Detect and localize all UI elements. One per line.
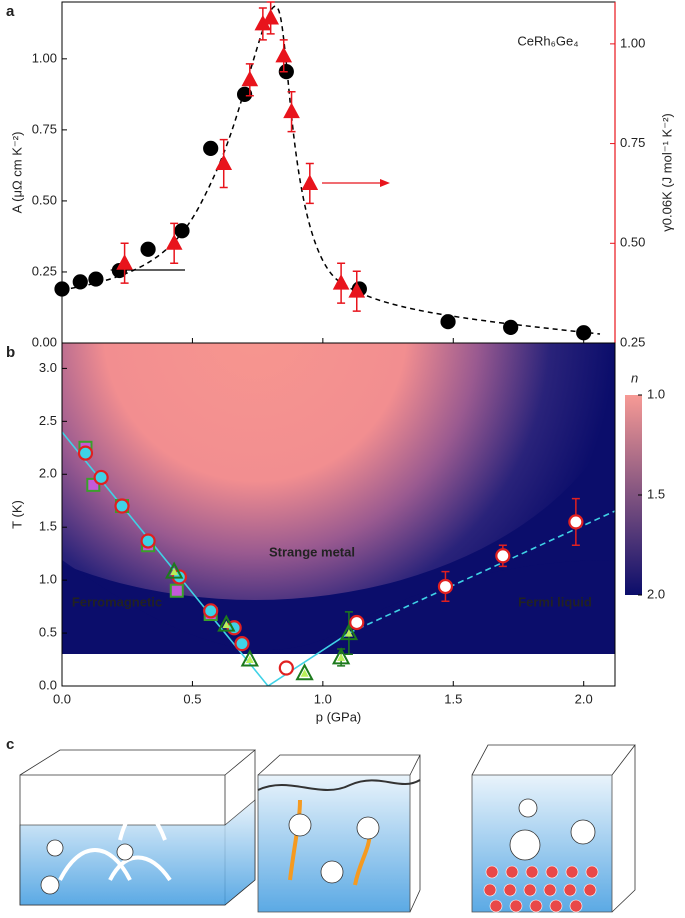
point xyxy=(349,614,365,631)
point xyxy=(116,254,133,270)
point xyxy=(348,282,366,298)
y2-tick-label: 0.75 xyxy=(620,135,645,150)
point xyxy=(437,578,454,595)
point xyxy=(332,274,350,290)
point xyxy=(440,314,456,330)
y-axis-label: T (K) xyxy=(9,500,24,529)
colorbar-tick-label: 2.0 xyxy=(647,586,665,601)
point xyxy=(568,514,584,530)
point xyxy=(339,622,359,641)
cartoon-1 xyxy=(19,749,257,906)
point xyxy=(140,533,156,549)
y2-tick-label: 0.25 xyxy=(620,334,645,349)
point-inner xyxy=(245,655,254,664)
point xyxy=(72,274,88,290)
panel-label: b xyxy=(6,344,15,361)
y-axis-label: A (μΩ cm K⁻²) xyxy=(9,132,24,214)
point xyxy=(140,241,156,257)
x-axis-label: p (GPa) xyxy=(316,709,362,724)
point xyxy=(165,234,183,250)
point-inner xyxy=(337,653,346,661)
colorbar-tick-label: 1.5 xyxy=(647,486,665,501)
annotation: CeRh₆Ge₄ xyxy=(517,33,578,48)
annotation: Fermi liquid xyxy=(518,594,592,609)
y-tick-label: 2.0 xyxy=(39,466,57,481)
x-tick-label: 2.0 xyxy=(575,691,593,706)
point xyxy=(93,469,109,486)
point xyxy=(114,498,130,514)
colorbar-tick-label: 1.0 xyxy=(647,386,665,401)
point xyxy=(234,636,250,652)
cartoon-2 xyxy=(257,754,421,913)
cartoon-3 xyxy=(471,744,636,913)
annotation: Ferromagnetic xyxy=(72,594,162,609)
y-tick-label: 0.75 xyxy=(32,121,57,136)
point-inner xyxy=(222,620,231,629)
x-tick-label: 0.0 xyxy=(53,691,71,706)
y-tick-label: 0.00 xyxy=(32,334,57,349)
colorbar-label: n xyxy=(631,370,638,385)
point xyxy=(88,271,104,287)
point xyxy=(77,445,94,461)
point xyxy=(203,603,219,619)
point xyxy=(503,319,519,335)
colorbar xyxy=(625,395,642,595)
point-inner xyxy=(300,669,309,677)
panel-label: c xyxy=(6,736,14,753)
y-tick-label: 0.0 xyxy=(39,677,57,692)
plot-frame xyxy=(61,342,616,687)
y-tick-label: 0.25 xyxy=(32,263,57,278)
point xyxy=(217,614,236,632)
x-tick-label: 1.0 xyxy=(314,691,332,706)
point xyxy=(240,649,259,667)
point xyxy=(215,154,233,171)
y-tick-label: 0.50 xyxy=(32,192,57,207)
plot-frame xyxy=(61,1,616,344)
annotation: Strange metal xyxy=(269,544,355,559)
y-tick-label: 0.5 xyxy=(39,625,57,640)
y2-tick-label: 1.00 xyxy=(620,35,645,50)
y-tick-label: 1.5 xyxy=(39,519,57,534)
y-tick-label: 1.0 xyxy=(39,572,57,587)
panel-label: a xyxy=(6,3,15,20)
arrow-right xyxy=(322,179,390,187)
point xyxy=(278,660,294,676)
y2-axis-label: γ0.06K (J mol⁻¹ K⁻²) xyxy=(659,113,674,231)
y-tick-label: 3.0 xyxy=(39,360,57,375)
point xyxy=(203,140,219,156)
guide-curve xyxy=(61,5,601,335)
point xyxy=(169,583,184,598)
point xyxy=(331,647,351,665)
phase-map xyxy=(62,343,615,686)
x-tick-label: 1.5 xyxy=(444,691,462,706)
y-tick-label: 2.5 xyxy=(39,413,57,428)
point xyxy=(241,70,259,87)
point xyxy=(495,548,511,564)
point xyxy=(275,46,293,63)
point-inner xyxy=(170,567,179,576)
point xyxy=(301,174,319,190)
point xyxy=(164,561,184,579)
point xyxy=(236,86,253,102)
point xyxy=(576,325,592,341)
point-inner xyxy=(344,629,353,637)
x-tick-label: 0.5 xyxy=(183,691,201,706)
point xyxy=(54,281,70,297)
y-tick-label: 1.00 xyxy=(32,50,57,65)
point xyxy=(262,8,280,25)
point xyxy=(283,102,300,119)
y2-tick-label: 0.50 xyxy=(620,235,645,250)
point xyxy=(174,223,190,239)
point xyxy=(295,663,314,681)
